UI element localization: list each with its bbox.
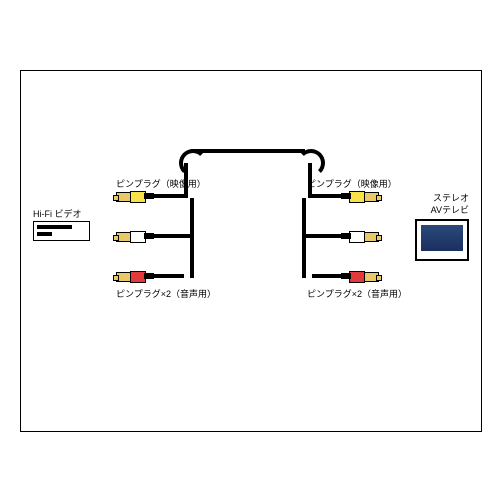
device-tv (415, 219, 469, 261)
cable (154, 194, 184, 198)
cable-main (191, 149, 305, 153)
cable (302, 198, 306, 278)
right-plug-red (341, 269, 379, 283)
device-right-label-2: AVテレビ (431, 203, 469, 216)
cable (306, 234, 342, 238)
left-plug-white (116, 229, 154, 243)
left-plug-yellow (116, 189, 154, 203)
diagram-frame: Hi-Fi ビデオ ステレオ AVテレビ ピンプラグ（映像用） ピンプラグ×2（… (20, 70, 482, 432)
cable (308, 163, 312, 198)
left-audio-plug-label: ピンプラグ×2（音声用） (116, 287, 216, 300)
cable (190, 198, 194, 278)
left-plug-red (116, 269, 154, 283)
device-vcr (33, 221, 90, 241)
cable (312, 274, 342, 278)
cable-arc (179, 149, 207, 177)
right-plug-white (341, 229, 379, 243)
cable (154, 274, 184, 278)
right-audio-plug-label: ピンプラグ×2（音声用） (307, 287, 407, 300)
cable (154, 234, 190, 238)
device-left-label: Hi-Fi ビデオ (33, 207, 82, 220)
right-plug-yellow (341, 189, 379, 203)
cable (312, 194, 342, 198)
